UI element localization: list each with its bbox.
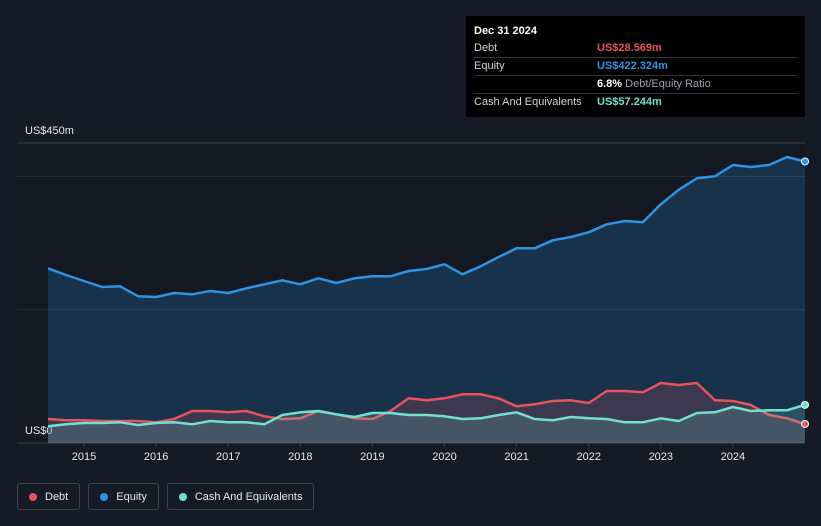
tooltip-row: Cash And Equivalents US$57.244m — [474, 94, 797, 111]
line — [47, 403, 806, 428]
ratio-label: Debt/Equity Ratio — [625, 78, 711, 90]
legend-item[interactable]: Equity — [88, 483, 159, 510]
tooltip-value: US$422.324m — [597, 60, 668, 72]
tooltip-title: Dec 31 2024 — [474, 25, 537, 37]
area — [48, 404, 805, 443]
end-marker — [801, 400, 809, 409]
legend-swatch — [29, 492, 37, 501]
legend-label: Cash And Equivalents — [194, 490, 303, 503]
x-tick-label: 2016 — [144, 451, 168, 463]
legend-label: Equity — [116, 490, 147, 503]
tooltip-row: 6.8% Debt/Equity Ratio — [474, 76, 797, 94]
tooltip-label: Equity — [474, 60, 505, 72]
line — [47, 381, 806, 426]
x-tick-label: 2023 — [649, 451, 673, 463]
y-tick-label: US$450m — [25, 125, 74, 137]
legend-item[interactable]: Cash And Equivalents — [166, 483, 315, 510]
area — [48, 157, 805, 443]
legend-label: Debt — [45, 490, 69, 503]
x-tick-label: 2022 — [576, 451, 600, 463]
tooltip-row: Equity US$422.324m — [474, 58, 797, 76]
legend-item[interactable]: Debt — [17, 483, 81, 510]
x-tick-label: 2018 — [288, 451, 312, 463]
tooltip-value: US$57.244m — [597, 96, 662, 108]
legend-swatch — [100, 492, 109, 501]
tooltip-row: Debt US$28.569m — [474, 40, 797, 58]
tooltip-label: Cash And Equivalents — [474, 96, 582, 108]
x-tick-label: 2021 — [504, 451, 528, 463]
x-tick-label: 2019 — [360, 451, 384, 463]
legend-swatch — [178, 492, 187, 501]
end-marker — [801, 419, 809, 428]
ratio-value: 6.8% — [597, 78, 623, 90]
end-marker — [801, 157, 809, 166]
x-tick-label: 2024 — [721, 451, 745, 463]
line — [47, 155, 806, 299]
tooltip-value: US$28.569m — [597, 42, 662, 54]
tooltip: Dec 31 2024 Debt US$28.569m Equity US$422.… — [466, 16, 805, 117]
legend: Debt Equity Cash And Equivalents — [17, 483, 315, 510]
x-tick-label: 2020 — [432, 451, 456, 463]
tooltip-label: Debt — [474, 42, 498, 54]
y-tick-label: US$0 — [25, 425, 53, 437]
area — [48, 383, 805, 443]
x-tick-label: 2017 — [216, 451, 240, 463]
x-tick-label: 2015 — [72, 451, 96, 463]
